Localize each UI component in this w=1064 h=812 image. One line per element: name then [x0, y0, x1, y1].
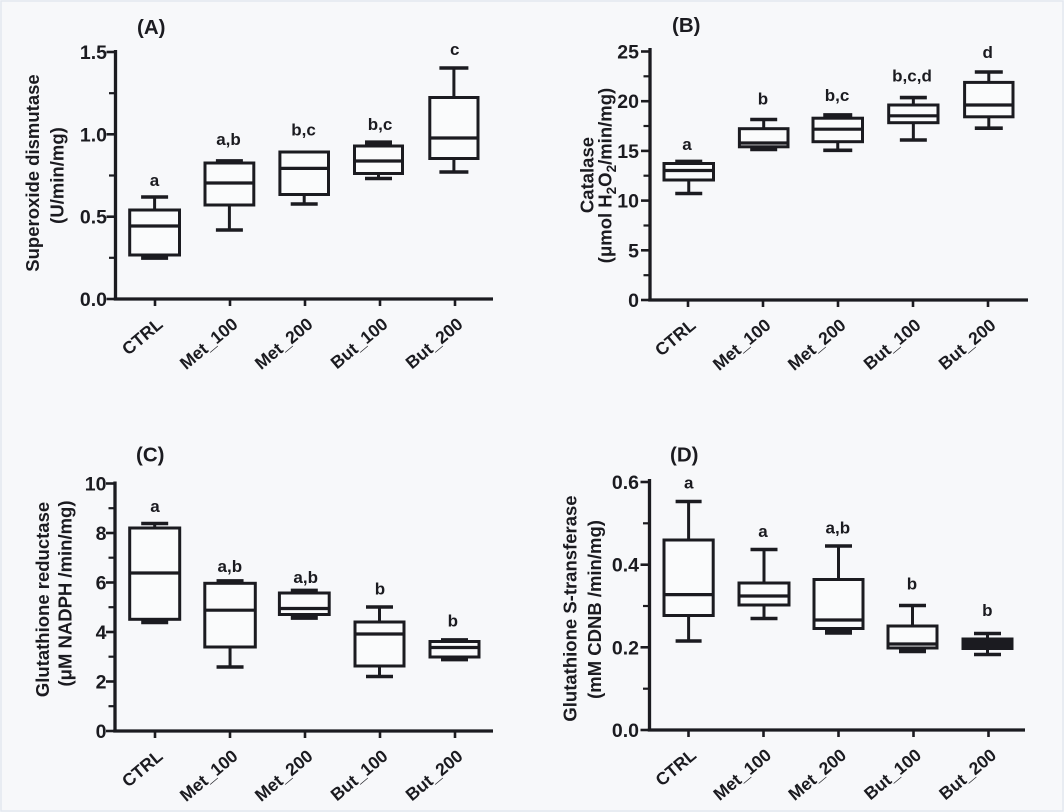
- svg-text:5: 5: [628, 240, 639, 262]
- svg-text:0: 0: [628, 290, 639, 312]
- svg-text:b,c: b,c: [368, 115, 393, 134]
- svg-text:8: 8: [96, 523, 107, 545]
- svg-text:1.5: 1.5: [80, 42, 107, 64]
- svg-text:0.6: 0.6: [612, 472, 639, 494]
- svg-text:b: b: [982, 601, 992, 620]
- svg-text:Catalase: Catalase: [577, 137, 598, 213]
- svg-text:a: a: [684, 474, 694, 493]
- svg-text:a: a: [150, 497, 160, 516]
- svg-text:(U/min/mg): (U/min/mg): [47, 127, 68, 224]
- svg-text:b: b: [907, 575, 917, 594]
- svg-text:20: 20: [617, 91, 639, 113]
- svg-text:0.0: 0.0: [612, 720, 639, 742]
- svg-text:10: 10: [617, 191, 639, 213]
- svg-text:6: 6: [96, 573, 107, 595]
- svg-text:b,c,d: b,c,d: [892, 67, 932, 86]
- svg-text:0.2: 0.2: [612, 637, 639, 659]
- svg-text:(A): (A): [137, 16, 165, 39]
- svg-text:(μM NADPH /min/mg): (μM NADPH /min/mg): [55, 500, 76, 686]
- svg-text:(C): (C): [136, 444, 164, 467]
- svg-text:b,c: b,c: [825, 86, 850, 105]
- svg-text:a: a: [150, 171, 160, 190]
- svg-text:d: d: [983, 43, 993, 62]
- svg-text:a: a: [758, 522, 768, 541]
- svg-text:b: b: [375, 580, 385, 599]
- svg-text:a,b: a,b: [218, 557, 243, 576]
- svg-text:(D): (D): [670, 444, 698, 467]
- svg-text:1.0: 1.0: [80, 124, 107, 146]
- svg-text:25: 25: [617, 42, 639, 64]
- svg-text:Glutathione S-transferase: Glutathione S-transferase: [560, 495, 581, 721]
- svg-text:(μmol H2O2/min/mg): (μmol H2O2/min/mg): [595, 88, 620, 263]
- svg-text:Superoxide dismutase: Superoxide dismutase: [22, 74, 43, 271]
- svg-text:(mM CDNB /min/mg): (mM CDNB /min/mg): [584, 520, 605, 699]
- svg-text:0.0: 0.0: [80, 289, 107, 311]
- svg-text:Glutathione reductase: Glutathione reductase: [32, 502, 53, 697]
- svg-text:0: 0: [96, 721, 107, 743]
- svg-text:15: 15: [617, 141, 639, 163]
- svg-text:4: 4: [96, 622, 107, 644]
- svg-text:b,c: b,c: [291, 121, 316, 140]
- svg-text:b: b: [448, 612, 458, 631]
- svg-text:a,b: a,b: [293, 568, 318, 587]
- svg-text:a: a: [682, 135, 692, 154]
- svg-text:0.4: 0.4: [612, 555, 639, 577]
- svg-text:a,b: a,b: [826, 519, 851, 538]
- svg-text:(B): (B): [672, 14, 700, 37]
- svg-text:0.5: 0.5: [80, 207, 107, 229]
- svg-text:10: 10: [85, 474, 107, 496]
- svg-text:a,b: a,b: [216, 130, 241, 149]
- svg-text:b: b: [758, 90, 768, 109]
- svg-text:2: 2: [96, 672, 107, 694]
- svg-text:c: c: [450, 40, 459, 59]
